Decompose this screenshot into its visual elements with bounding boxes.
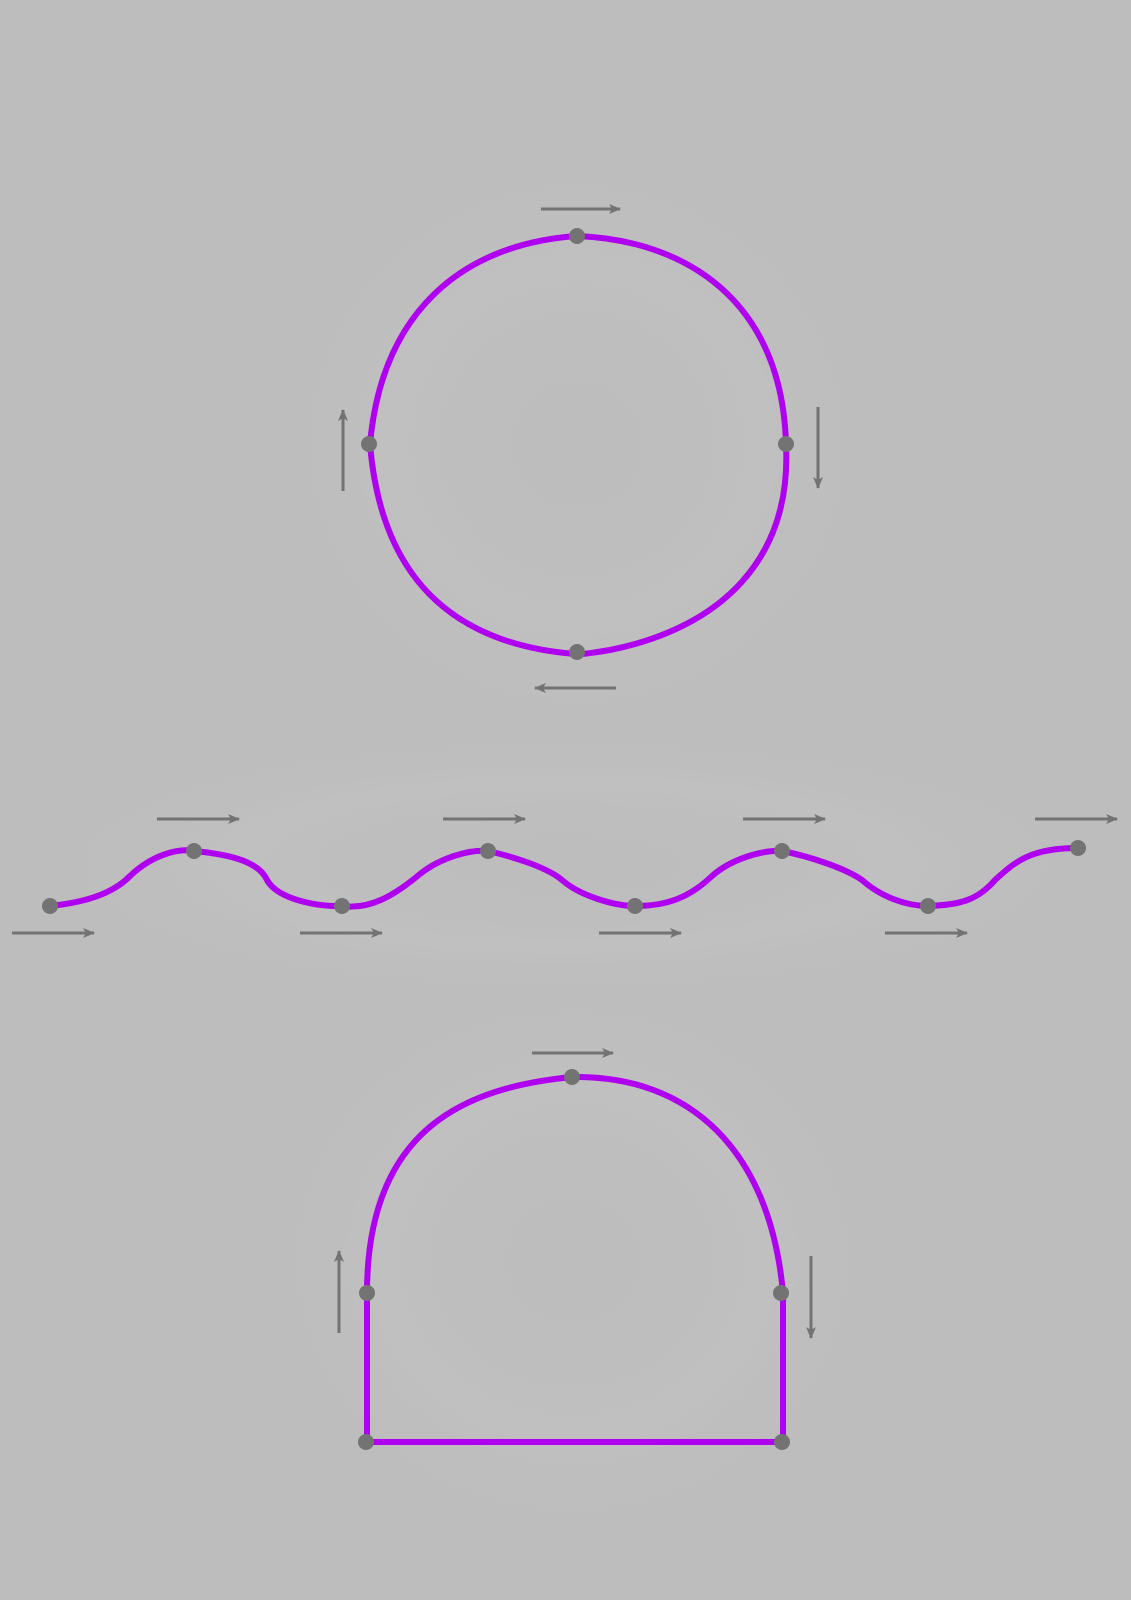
arch-glow xyxy=(252,970,892,1550)
arch-node-bottom-right[interactable] xyxy=(774,1434,790,1450)
circle-node-left[interactable] xyxy=(361,436,377,452)
background-glows xyxy=(5,144,1125,1550)
arch-node-top[interactable] xyxy=(564,1069,580,1085)
wave-node-2[interactable] xyxy=(186,843,202,859)
circle-shape xyxy=(338,204,823,693)
wave-node-8[interactable] xyxy=(1070,840,1086,856)
circle-node-bottom[interactable] xyxy=(569,644,585,660)
wave-node-4[interactable] xyxy=(480,843,496,859)
circle-node-right[interactable] xyxy=(778,436,794,452)
arch-node-right[interactable] xyxy=(773,1285,789,1301)
circle-node-top[interactable] xyxy=(569,228,585,244)
wave-shape xyxy=(12,814,1118,938)
arch-shape xyxy=(334,1048,816,1450)
wave-node-1[interactable] xyxy=(42,898,58,914)
wave-node-6[interactable] xyxy=(774,843,790,859)
wave-node-5[interactable] xyxy=(627,898,643,914)
circle-curve[interactable] xyxy=(367,233,790,658)
arch-node-bottom-left[interactable] xyxy=(358,1434,374,1450)
arch-node-left[interactable] xyxy=(359,1285,375,1301)
wave-node-3[interactable] xyxy=(334,898,350,914)
wave-node-7[interactable] xyxy=(920,898,936,914)
wave-curve[interactable] xyxy=(47,845,1081,910)
wave-glow xyxy=(5,725,1125,1005)
